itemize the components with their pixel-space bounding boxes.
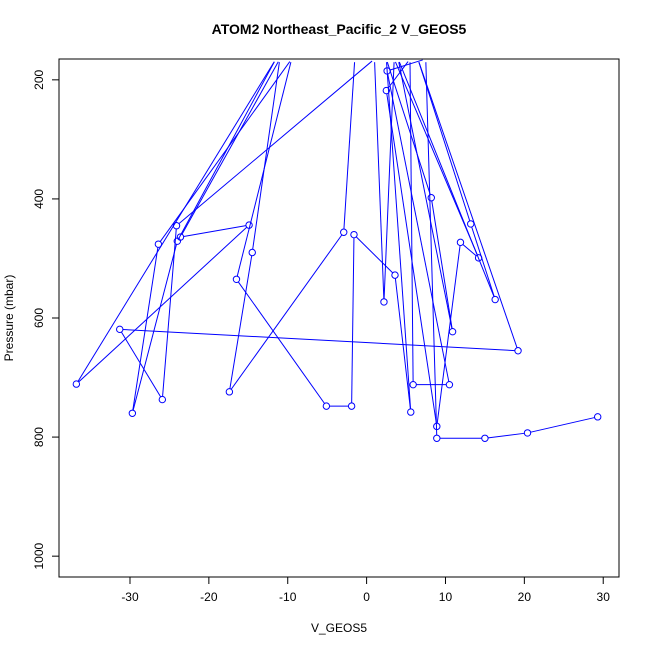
data-point <box>380 298 388 306</box>
data-point <box>594 413 602 421</box>
series-segment <box>78 226 248 383</box>
series-segment <box>252 62 280 250</box>
data-point <box>154 240 163 248</box>
data-point <box>172 222 181 230</box>
data-point <box>409 380 417 389</box>
series-segment <box>351 237 355 403</box>
axes: -30 -20 -10 0 10 20 30 200 400 600 800 1000 <box>32 70 610 604</box>
series-segment <box>162 228 177 397</box>
data-point <box>445 380 454 389</box>
data-point <box>433 422 441 431</box>
series-segment <box>431 200 453 329</box>
series-segment <box>132 244 177 411</box>
data-point <box>382 86 391 95</box>
series-segment <box>120 331 162 398</box>
series-segment <box>178 60 373 225</box>
data-point <box>340 228 348 236</box>
data-point <box>248 248 256 257</box>
data-point <box>225 388 234 396</box>
data-point <box>523 429 532 437</box>
series-segment <box>409 62 414 382</box>
data-point <box>176 233 185 241</box>
series-segment <box>471 226 495 297</box>
data-point <box>383 67 391 75</box>
x-tick-label: -10 <box>279 590 297 604</box>
series-segment <box>398 62 453 329</box>
series-segment <box>386 62 412 409</box>
data-point <box>427 194 435 202</box>
data-point <box>232 275 241 283</box>
data-point <box>448 327 457 336</box>
y-tick-label: 800 <box>32 427 46 447</box>
data-point <box>347 402 356 410</box>
data-point <box>391 271 399 279</box>
series-segment <box>132 247 159 411</box>
x-tick-label: 20 <box>518 590 532 604</box>
y-tick-label: 400 <box>32 189 46 209</box>
series-segment <box>387 73 450 382</box>
series-segment <box>386 61 431 195</box>
data-point <box>433 434 441 442</box>
series-segment <box>387 61 409 89</box>
series-segment <box>77 61 275 382</box>
data-point <box>407 408 415 416</box>
data-point <box>456 238 465 247</box>
plot-frame <box>58 58 620 578</box>
series-layer <box>72 59 602 442</box>
chart-title: ATOM2 Northeast_Pacific_2 V_GEOS5 <box>212 21 467 37</box>
data-point <box>116 325 124 334</box>
data-point <box>467 220 475 228</box>
y-tick-label: 600 <box>32 308 46 328</box>
series-segment <box>183 225 247 237</box>
data-point <box>350 230 358 239</box>
data-point <box>158 395 167 404</box>
series-segment <box>488 432 525 439</box>
data-point <box>72 380 81 388</box>
series-segment <box>230 234 343 390</box>
series-segment <box>530 417 595 433</box>
series-segment <box>418 61 471 222</box>
data-point <box>245 221 253 229</box>
data-point <box>481 434 489 442</box>
data-point <box>128 409 137 417</box>
data-point <box>491 295 499 304</box>
x-tick-label: 0 <box>363 590 370 604</box>
x-tick-label: -30 <box>121 590 139 604</box>
data-point <box>474 254 483 262</box>
series-segment <box>394 278 411 409</box>
x-tick-label: -20 <box>200 590 218 604</box>
series-segment <box>425 62 438 436</box>
series-segment <box>436 245 461 424</box>
y-tick-label: 200 <box>32 70 46 90</box>
y-axis-label: Pressure (mbar) <box>2 275 16 362</box>
x-axis-label: V_GEOS5 <box>311 621 367 635</box>
series-segment <box>237 281 325 404</box>
y-tick-label: 1000 <box>32 542 46 569</box>
series-segment <box>418 61 518 348</box>
series-segment <box>462 244 477 257</box>
series-segment <box>390 59 423 71</box>
x-tick-label: 30 <box>597 590 611 604</box>
series-segment <box>229 255 253 389</box>
series-segment <box>374 62 385 299</box>
x-tick-label: 10 <box>439 590 453 604</box>
data-point <box>322 402 331 410</box>
series-segment <box>181 61 279 235</box>
series-segment <box>355 236 394 274</box>
data-point <box>514 347 522 355</box>
series-segment <box>122 328 515 352</box>
series-segment <box>178 61 275 239</box>
series-segment <box>383 62 395 299</box>
series-segment <box>386 93 437 424</box>
series-segment <box>343 62 356 230</box>
series-segment <box>398 61 495 297</box>
